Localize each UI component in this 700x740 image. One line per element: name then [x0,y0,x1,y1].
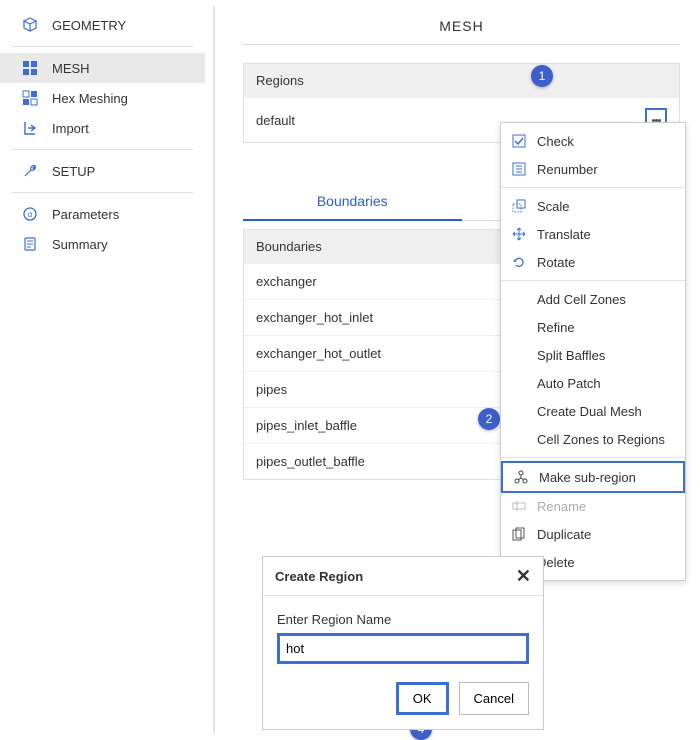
ctx-translate[interactable]: Translate [501,220,685,248]
scale-icon [511,198,527,214]
sidebar-item-hex[interactable]: Hex Meshing [0,83,205,113]
sidebar-label: SETUP [52,164,95,179]
ctx-label: Renumber [537,162,598,177]
hex-icon [22,90,38,106]
sidebar-label: GEOMETRY [52,18,126,33]
ctx-label: Duplicate [537,527,591,542]
vertical-divider [213,6,215,734]
blank-icon [511,291,527,307]
boundary-label: exchanger_hot_outlet [256,346,381,361]
blank-icon [511,403,527,419]
ctx-label: Split Baffles [537,348,605,363]
sidebar-item-geometry[interactable]: GEOMETRY [0,10,205,40]
ctx-label: Refine [537,320,575,335]
ctx-create-dual-mesh[interactable]: Create Dual Mesh [501,397,685,425]
ctx-renumber[interactable]: Renumber [501,155,685,183]
boundary-label: exchanger [256,274,317,289]
mesh-icon [22,60,38,76]
cancel-button[interactable]: Cancel [459,682,529,715]
boundary-label: pipes [256,382,287,397]
ctx-auto-patch: Auto Patch [501,369,685,397]
region-name-input[interactable] [277,633,529,664]
panel-title: MESH [243,12,680,45]
divider [12,192,193,193]
ctx-check[interactable]: Check [501,127,685,155]
sidebar-label: Summary [52,237,108,252]
geometry-icon [22,17,38,33]
svg-text:α: α [28,210,33,219]
import-icon [22,120,38,136]
ctx-label: Add Cell Zones [537,292,626,307]
ctx-split-baffles[interactable]: Split Baffles [501,341,685,369]
region-context-menu: Check Renumber Scale Translate Rotate Ad… [500,122,686,581]
ctx-label: Rotate [537,255,575,270]
renumber-icon [511,161,527,177]
blank-icon [511,347,527,363]
ctx-rotate[interactable]: Rotate [501,248,685,276]
sidebar-item-mesh[interactable]: MESH [0,53,205,83]
menu-separator [501,187,685,188]
divider [12,46,193,47]
ctx-label: Cell Zones to Regions [537,432,665,447]
sidebar: GEOMETRY MESH Hex Meshing Import [0,0,205,740]
ctx-label: Rename [537,499,586,514]
boundary-label: pipes_inlet_baffle [256,418,357,433]
dialog-title: Create Region [275,569,363,584]
ctx-scale[interactable]: Scale [501,192,685,220]
ctx-label: Scale [537,199,570,214]
summary-icon [22,236,38,252]
menu-separator [501,280,685,281]
sidebar-item-setup[interactable]: SETUP [0,156,205,186]
wrench-icon [22,163,38,179]
dialog-input-label: Enter Region Name [277,612,529,627]
check-icon [511,133,527,149]
rotate-icon [511,254,527,270]
boundary-label: pipes_outlet_baffle [256,454,365,469]
blank-icon [511,319,527,335]
duplicate-icon [511,526,527,542]
create-region-dialog: Create Region ✕ Enter Region Name OK Can… [262,556,544,730]
ctx-label: Check [537,134,574,149]
ctx-add-cell-zones[interactable]: Add Cell Zones [501,285,685,313]
ctx-label: Auto Patch [537,376,601,391]
menu-separator [501,457,685,458]
parameters-icon: α [22,206,38,222]
subregion-icon [513,469,529,485]
tab-boundaries[interactable]: Boundaries [243,183,462,221]
sidebar-label: Parameters [52,207,119,222]
region-label: default [256,113,295,128]
sidebar-item-parameters[interactable]: α Parameters [0,199,205,229]
ctx-label: Create Dual Mesh [537,404,642,419]
ok-button[interactable]: OK [396,682,449,715]
callout-1: 1 [531,65,553,87]
rename-icon [511,498,527,514]
boundary-label: exchanger_hot_inlet [256,310,373,325]
close-icon[interactable]: ✕ [516,567,531,585]
sidebar-label: Hex Meshing [52,91,128,106]
ctx-label: Translate [537,227,591,242]
ctx-cellzones-to-regions[interactable]: Cell Zones to Regions [501,425,685,453]
regions-header: Regions [244,64,679,97]
sidebar-item-import[interactable]: Import [0,113,205,143]
divider [12,149,193,150]
ctx-duplicate[interactable]: Duplicate [501,520,685,548]
ctx-rename: Rename [501,492,685,520]
sidebar-label: Import [52,121,89,136]
ctx-refine[interactable]: Refine [501,313,685,341]
translate-icon [511,226,527,242]
blank-icon [511,431,527,447]
sidebar-label: MESH [52,61,90,76]
ctx-make-subregion[interactable]: Make sub-region [501,461,685,493]
ctx-label: Make sub-region [539,470,636,485]
callout-2: 2 [478,408,500,430]
blank-icon [511,375,527,391]
sidebar-item-summary[interactable]: Summary [0,229,205,259]
